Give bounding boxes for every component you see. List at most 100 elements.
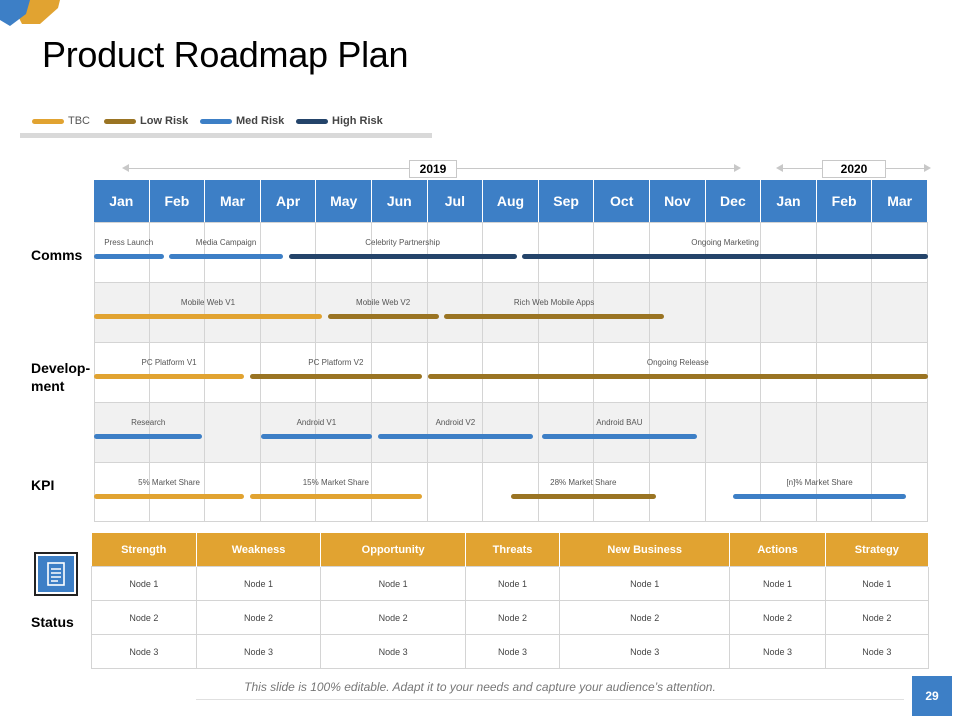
roadmap-bar-label: Android V2 (435, 418, 476, 427)
legend-label: Med Risk (236, 115, 285, 127)
timeline-row-band (94, 282, 928, 342)
page-title: Product Roadmap Plan (42, 34, 409, 75)
roadmap-bar (94, 494, 245, 499)
legend-swatch (200, 118, 232, 124)
timeline-row-band (94, 342, 928, 402)
year-line (885, 168, 925, 169)
status-cell: Node 1 (729, 566, 826, 601)
status-table: Strength Weakness Opportunity Threats New Bu… (91, 533, 930, 669)
legend-swatch (32, 118, 64, 124)
document-icon-fill (38, 556, 74, 592)
roadmap-bar (94, 434, 203, 439)
status-cell: Node 2 (320, 600, 467, 635)
status-cell: Node 3 (320, 634, 467, 669)
status-cell: Node 1 (824, 566, 930, 601)
roadmap-bar-label: 15% Market Share (302, 478, 369, 487)
month-header: Jan (761, 180, 817, 222)
month-grid-column (817, 222, 873, 522)
roadmap-bar-label: PC Platform V1 (141, 358, 197, 367)
status-cell: Node 1 (558, 566, 731, 601)
category-status: Status (31, 614, 74, 630)
roadmap-bar (733, 494, 906, 499)
legend-label: High Risk (332, 115, 383, 127)
roadmap-bar-label: Ongoing Marketing (691, 238, 759, 247)
roadmap-bar (522, 254, 928, 259)
page-number: 29 (912, 676, 952, 716)
status-header-cell: Weakness (196, 533, 322, 567)
timeline-row-band (94, 462, 928, 522)
roadmap-bar-label: Android BAU (596, 418, 643, 427)
month-header: Oct (594, 180, 650, 222)
roadmap-bar (444, 314, 664, 319)
status-cell: Node 2 (824, 600, 930, 635)
status-cell: Node 3 (465, 634, 560, 669)
status-cell: Node 1 (91, 566, 197, 601)
roadmap-bar-label: 28% Market Share (550, 478, 617, 487)
timeline-row-band (94, 402, 928, 462)
year-arrow-left (122, 164, 129, 172)
status-cell: Node 3 (729, 634, 826, 669)
status-cell: Node 2 (91, 600, 197, 635)
status-cell: Node 2 (465, 600, 560, 635)
roadmap-bar-label: Research (131, 418, 166, 427)
legend-tbc: TBC (32, 114, 90, 128)
status-cell: Node 3 (558, 634, 731, 669)
roadmap-bar-label: [n]% Market Share (786, 478, 853, 487)
legend-label: TBC (68, 115, 90, 127)
status-header-cell: Strength (91, 533, 197, 567)
month-header: Dec (705, 180, 762, 222)
month-header: Mar (205, 180, 261, 222)
status-cell: Node 3 (195, 634, 322, 669)
month-header: Jan (94, 180, 150, 222)
year-2020: 2020 (822, 160, 886, 178)
year-arrow-left (776, 164, 783, 172)
status-header-cell: Opportunity (320, 533, 467, 567)
month-header: Feb (816, 180, 873, 222)
status-header-row: Strength Weakness Opportunity Threats New Bu… (91, 533, 930, 567)
legend-swatch (296, 118, 328, 124)
roadmap-bar (288, 254, 517, 259)
status-row: Node 1 Node 1 Node 1 Node 1 Node 1 Node 1 Node… (91, 566, 930, 601)
month-grid-column (761, 222, 817, 522)
month-header: May (316, 180, 372, 222)
month-grid-column (539, 222, 595, 522)
roadmap-bar (327, 314, 439, 319)
roadmap-bar-label: Rich Web Mobile Apps (513, 298, 595, 307)
roadmap-bar-label: Press Launch (104, 238, 154, 247)
month-header: Aug (483, 180, 539, 222)
legend-label: Low Risk (140, 115, 189, 127)
year-line (128, 168, 410, 169)
status-header-cell: Strategy (825, 533, 930, 567)
month-grid-column (483, 222, 539, 522)
roadmap-bar (94, 374, 245, 379)
year-arrow-right (924, 164, 931, 172)
legend-high-risk: High Risk (296, 114, 383, 128)
roadmap-bar (169, 254, 284, 259)
status-body: Node 1 Node 1 Node 1 Node 1 Node 1 Node 1 Node… (91, 566, 930, 669)
status-cell: Node 2 (558, 600, 731, 635)
status-header-cell: Threats (465, 533, 560, 567)
month-grid-column (428, 222, 484, 522)
status-cell: Node 3 (91, 634, 197, 669)
roadmap-bar (260, 434, 372, 439)
month-header: Jun (372, 180, 428, 222)
year-line (456, 168, 736, 169)
roadmap-bar-label: 5% Market Share (138, 478, 200, 487)
month-header: Jul (427, 180, 484, 222)
year-arrow-right (734, 164, 741, 172)
year-line (782, 168, 822, 169)
status-row: Node 2 Node 2 Node 2 Node 2 Node 2 Node 2 Node… (91, 600, 930, 635)
month-grid-column (650, 222, 706, 522)
legend-med-risk: Med Risk (200, 114, 284, 128)
roadmap-bar (249, 494, 423, 499)
category-comms: Comms (31, 247, 83, 263)
corner-decoration (0, 0, 60, 26)
footer-line (196, 699, 904, 700)
roadmap-bar (94, 314, 322, 319)
status-cell: Node 1 (320, 566, 467, 601)
status-cell: Node 3 (824, 634, 930, 669)
roadmap-bar (94, 254, 164, 259)
month-grid-column (872, 222, 928, 522)
status-cell: Node 1 (195, 566, 322, 601)
month-header: Feb (149, 180, 206, 222)
